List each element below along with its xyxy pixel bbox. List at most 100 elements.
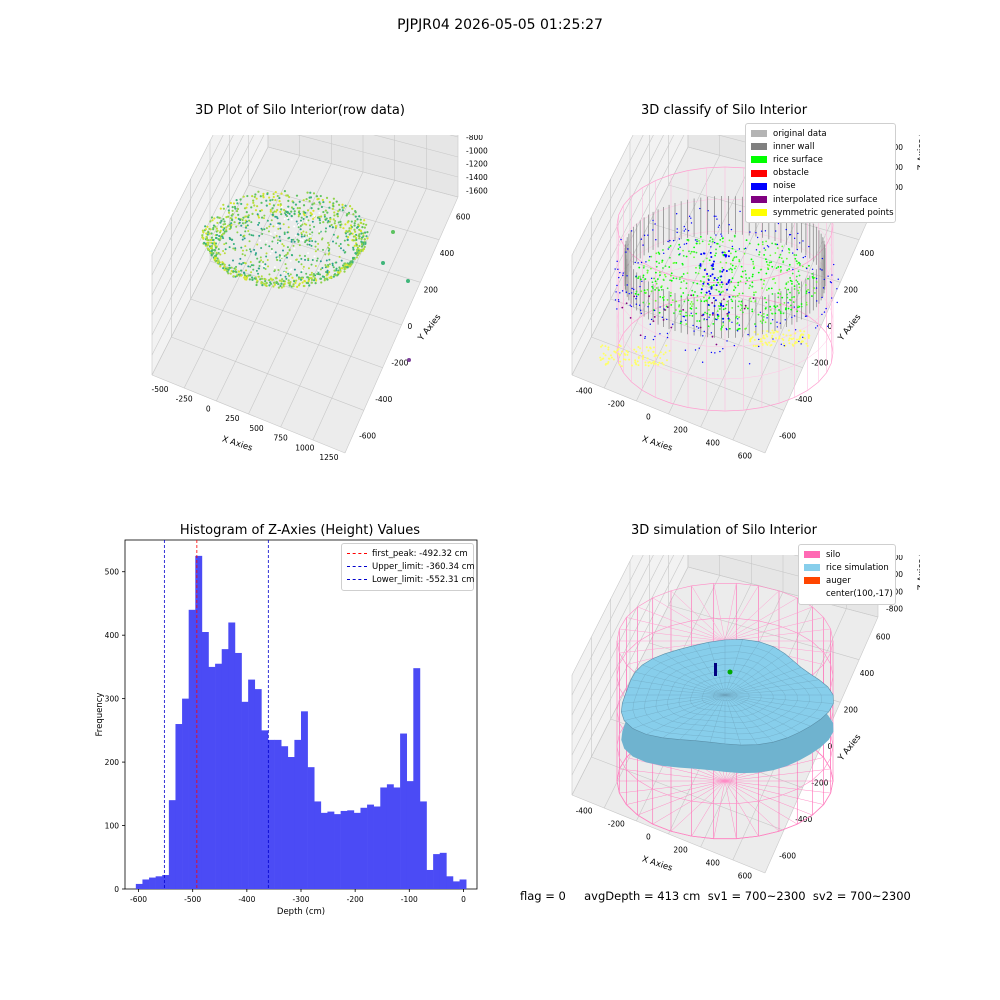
- rice-surface-point: [793, 301, 795, 303]
- noise-point: [710, 252, 712, 254]
- legend-swatch: [751, 183, 767, 190]
- data-point: [318, 270, 320, 272]
- data-point: [332, 205, 334, 207]
- noise-point: [652, 229, 653, 230]
- data-point: [304, 214, 306, 216]
- noise-point: [714, 305, 716, 307]
- noise-point: [720, 304, 722, 306]
- data-point: [268, 196, 270, 198]
- rice-surface-point: [777, 266, 779, 268]
- data-point: [340, 243, 342, 245]
- rice-surface-point: [751, 311, 753, 313]
- interpolated-point: [726, 313, 728, 315]
- histogram-bar: [420, 801, 427, 889]
- rice-surface-point: [758, 314, 760, 316]
- rice-surface-point: [676, 278, 678, 280]
- data-point: [352, 248, 354, 250]
- rice-surface-point: [672, 299, 674, 301]
- rice-surface-point: [763, 313, 765, 315]
- data-point: [222, 218, 224, 220]
- data-point: [299, 244, 301, 246]
- rice-surface-point: [637, 294, 639, 296]
- rice-surface-point: [697, 295, 699, 297]
- noise-point: [684, 316, 685, 317]
- noise-point: [792, 252, 793, 253]
- data-point: [287, 273, 289, 275]
- data-point: [315, 265, 317, 267]
- data-point: [288, 226, 290, 228]
- legend-swatch: [751, 156, 767, 163]
- noise-point: [777, 244, 778, 245]
- data-point: [268, 284, 270, 286]
- noise-point: [615, 291, 616, 292]
- histogram-bar: [195, 556, 202, 889]
- noise-point: [651, 319, 652, 320]
- symmetric-point: [652, 351, 654, 353]
- symmetric-point: [604, 345, 606, 347]
- data-point: [364, 243, 366, 245]
- data-point: [291, 277, 293, 279]
- noise-point: [777, 326, 778, 327]
- rice-surface-point: [813, 287, 815, 289]
- data-point: [344, 223, 346, 225]
- data-point: [309, 228, 311, 230]
- symmetric-point: [655, 363, 657, 365]
- legend-label: first_peak: -492.32 cm: [372, 549, 468, 559]
- rice-surface-point: [647, 269, 649, 271]
- x-tick-label: -400: [576, 807, 593, 816]
- noise-point: [616, 308, 617, 309]
- data-point: [296, 286, 298, 288]
- interpolated-point: [712, 314, 714, 316]
- data-point: [303, 285, 305, 287]
- y-tick-label: 400: [105, 631, 120, 640]
- data-point: [237, 208, 239, 210]
- symmetric-point: [772, 332, 774, 334]
- rice-surface-point: [741, 301, 743, 303]
- data-point: [325, 219, 327, 221]
- data-point: [358, 235, 360, 237]
- rice-surface-point: [636, 291, 638, 293]
- noise-point: [691, 222, 692, 223]
- rice-surface-point: [741, 266, 743, 268]
- data-point: [277, 269, 279, 271]
- noise-point: [668, 248, 669, 249]
- symmetric-point: [624, 353, 626, 355]
- symmetric-point: [777, 331, 779, 333]
- rice-surface-point: [773, 278, 775, 280]
- symmetric-point: [621, 350, 623, 352]
- symmetric-point: [642, 358, 644, 360]
- data-point: [333, 276, 335, 278]
- rice-surface-point: [771, 266, 773, 268]
- data-point: [211, 247, 213, 249]
- symmetric-point: [803, 330, 805, 332]
- rice-surface-point: [811, 295, 813, 297]
- x-tick-label: -500: [152, 385, 169, 394]
- rice-surface-point: [681, 276, 683, 278]
- data-point: [301, 281, 303, 283]
- x-tick-label: 600: [738, 872, 753, 881]
- rice-surface-point: [768, 265, 770, 267]
- rice-surface-point: [738, 259, 740, 261]
- data-point: [338, 245, 340, 247]
- rice-surface-point: [708, 243, 710, 245]
- data-point: [275, 191, 277, 193]
- y-tick-label: 500: [105, 568, 120, 577]
- rice-surface-point: [704, 312, 706, 314]
- histogram-bar: [294, 740, 301, 889]
- y-tick-label: -200: [811, 779, 828, 788]
- data-point: [247, 265, 249, 267]
- rice-surface-point: [654, 289, 656, 291]
- rice-surface-point: [655, 272, 657, 274]
- data-point: [284, 232, 286, 234]
- data-point: [280, 213, 282, 215]
- data-point: [318, 212, 320, 214]
- data-point: [251, 279, 253, 281]
- symmetric-point: [754, 331, 756, 333]
- symmetric-point: [656, 355, 658, 357]
- rice-surface-point: [773, 305, 775, 307]
- data-point: [310, 207, 312, 209]
- noise-point: [679, 238, 680, 239]
- data-point: [280, 208, 282, 210]
- noise-point: [689, 216, 690, 217]
- data-point: [307, 252, 309, 254]
